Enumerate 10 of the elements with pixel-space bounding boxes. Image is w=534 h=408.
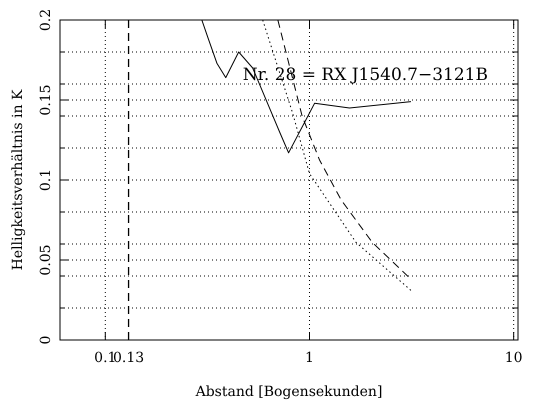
x-tick-label: 0.13 [112, 350, 144, 366]
y-tick-label: 0.05 [38, 244, 54, 276]
y-tick-label: 0.15 [38, 84, 54, 116]
x-axis-title: Abstand [Bogensekunden] [194, 384, 382, 400]
y-axis-title: Helligkeitsverhältnis in K [10, 89, 26, 270]
y-tick-label: 0.1 [38, 168, 54, 192]
x-tick-label: 1 [305, 350, 314, 366]
y-tick-label: 0.2 [38, 8, 54, 32]
y-tick-label: 0 [38, 336, 54, 344]
x-tick-label: 10 [504, 350, 523, 366]
